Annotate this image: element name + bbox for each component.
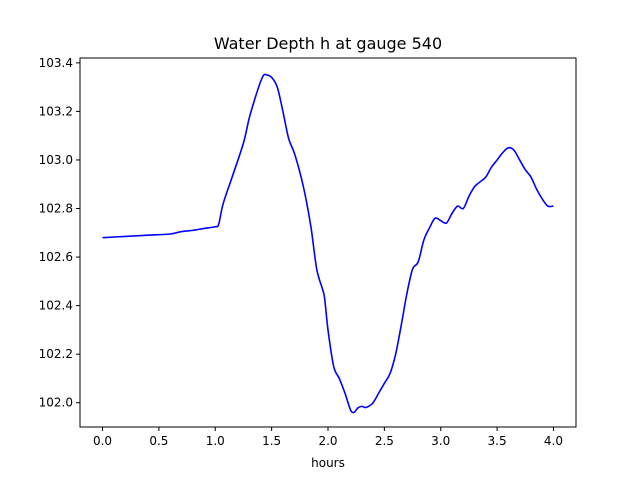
x-tick-label: 0.0 [93, 434, 112, 448]
series-line [102, 73, 554, 414]
x-tick-label: 0.5 [149, 434, 168, 448]
y-tick-label: 103.4 [39, 56, 73, 70]
plot-area-frame [79, 57, 577, 428]
series-layer [102, 73, 554, 414]
y-tick-label: 102.6 [39, 250, 73, 264]
x-tick-label: 1.0 [206, 434, 225, 448]
y-tick-label: 102.4 [39, 299, 73, 313]
x-tick-label: 3.0 [431, 434, 450, 448]
x-tick-label: 3.5 [488, 434, 507, 448]
y-tick-label: 102.0 [39, 396, 73, 410]
x-tick-label: 2.0 [318, 434, 337, 448]
y-tick-label: 102.2 [39, 347, 73, 361]
x-tick-label: 2.5 [375, 434, 394, 448]
y-tick-label: 103.2 [39, 104, 73, 118]
chart-title: Water Depth h at gauge 540 [214, 34, 442, 53]
x-tick-label: 4.0 [544, 434, 563, 448]
x-axis: 0.0 0.5 1.0 1.5 2.0 2.5 3.0 3.5 4.0 [93, 427, 563, 448]
x-tick-label: 1.5 [262, 434, 281, 448]
y-tick-label: 102.8 [39, 202, 73, 216]
y-tick-label: 103.0 [39, 153, 73, 167]
y-axis: 102.0 102.2 102.4 102.6 102.8 103.0 103.2 103.4 [39, 56, 80, 410]
x-axis-label: hours [311, 456, 345, 470]
